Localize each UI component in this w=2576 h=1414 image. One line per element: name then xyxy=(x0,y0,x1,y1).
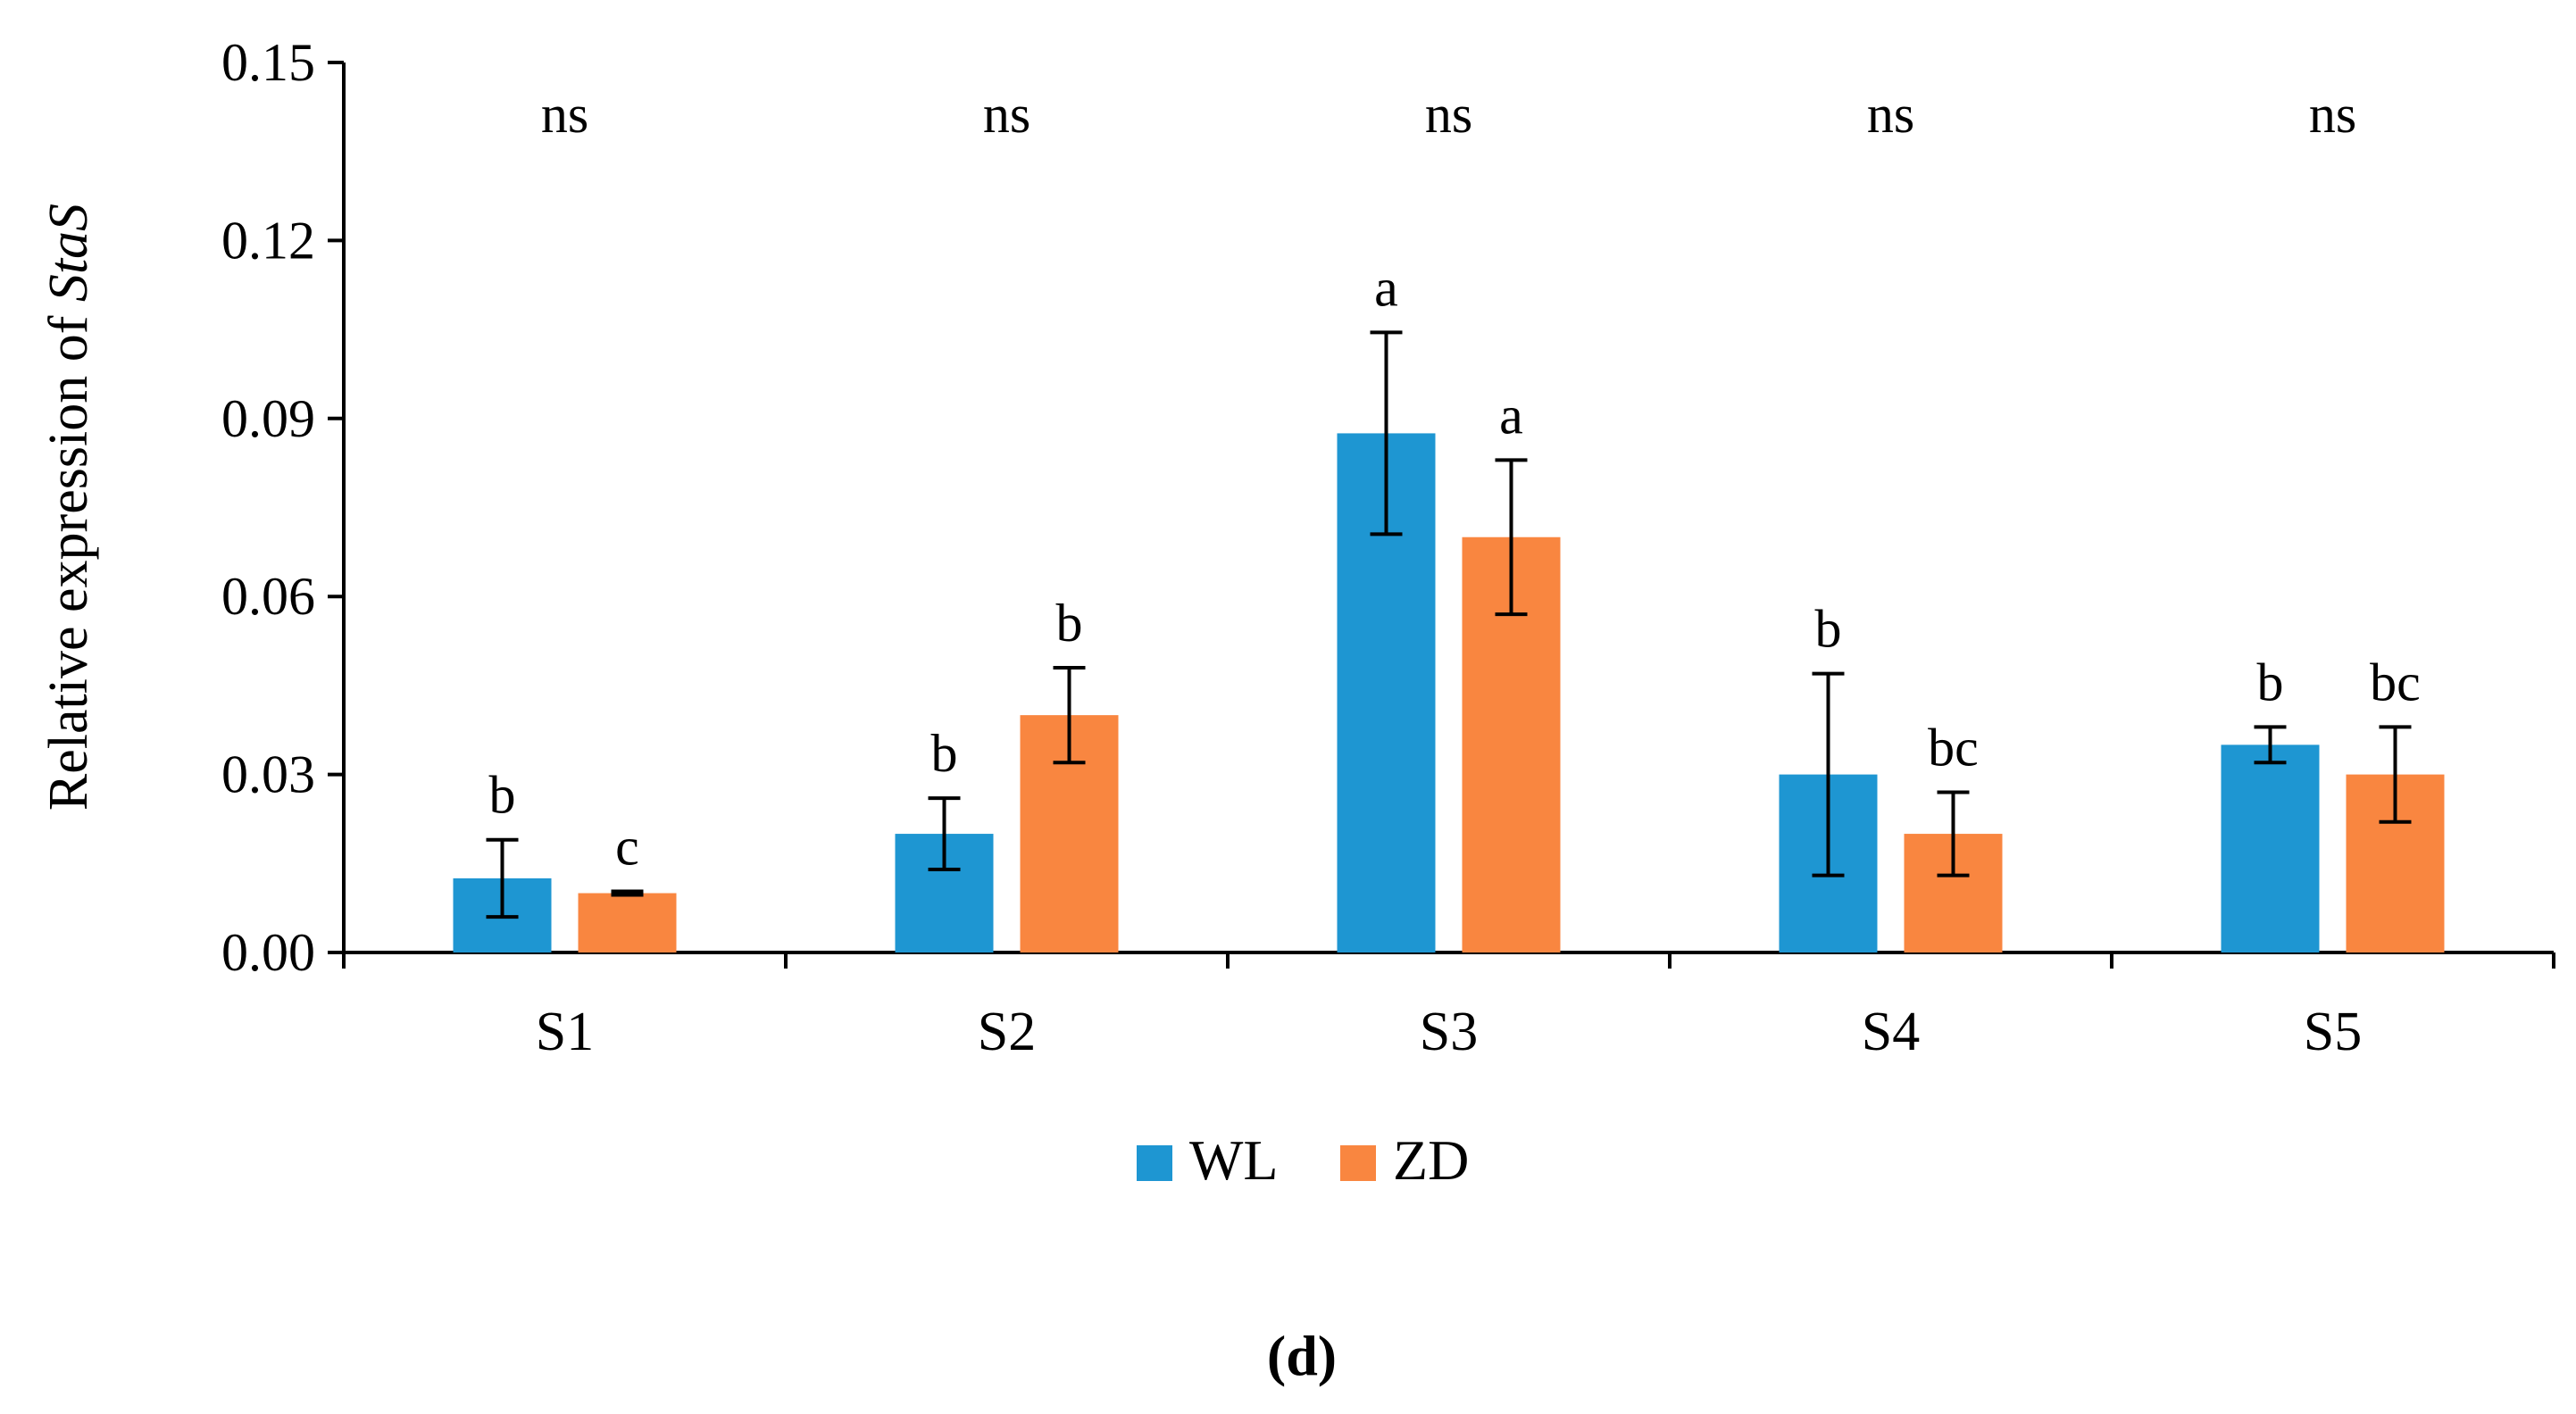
significance-letter: b xyxy=(1815,600,1842,659)
y-tick-label: 0.15 xyxy=(221,33,315,92)
legend-label-wl: WL xyxy=(1189,1128,1279,1192)
significance-letter: bc xyxy=(1928,719,1979,778)
x-tick-label: S5 xyxy=(2304,1002,2362,1062)
x-tick-label: S3 xyxy=(1420,1002,1478,1062)
bar-zd xyxy=(578,893,677,952)
legend-label-zd: ZD xyxy=(1393,1128,1469,1192)
y-axis-label: Relative expression of StaS xyxy=(38,204,99,811)
x-tick-label: S2 xyxy=(978,1002,1036,1062)
y-axis-label-prefix: Relative expression of xyxy=(38,302,99,811)
panel-label: (d) xyxy=(1267,1324,1337,1387)
bar-series-group xyxy=(453,330,2445,953)
significance-letter: b xyxy=(489,766,516,825)
significance-letter: a xyxy=(1499,386,1523,445)
panel-label-letter: d xyxy=(1286,1324,1318,1387)
y-tick-label: 0.03 xyxy=(221,745,315,804)
significance-ns-label: ns xyxy=(1425,85,1472,144)
significance-ns-label: ns xyxy=(1867,85,1914,144)
y-tick-label: 0.09 xyxy=(221,389,315,448)
legend: WL ZD xyxy=(1137,1128,1469,1192)
significance-letter: a xyxy=(1374,258,1398,317)
y-tick-label: 0.00 xyxy=(221,923,315,982)
y-axis-label-gene: StaS xyxy=(38,204,99,302)
legend-swatch-zd xyxy=(1340,1145,1376,1181)
significance-letter: c xyxy=(615,818,639,877)
axis-ticks: 0.00 0.03 0.06 0.09 0.12 0.15 xyxy=(221,33,2555,982)
y-tick-label: 0.12 xyxy=(221,211,315,270)
significance-letter: b xyxy=(931,724,958,783)
legend-swatch-wl xyxy=(1137,1145,1172,1181)
significance-ns-label: ns xyxy=(983,85,1030,144)
x-tick-label: S4 xyxy=(1862,1002,1920,1062)
bar-wl xyxy=(2221,744,2320,952)
y-tick-label: 0.06 xyxy=(221,567,315,626)
significance-letter: bc xyxy=(2370,653,2421,711)
significance-ns-label: ns xyxy=(541,85,588,144)
significance-letter: b xyxy=(1056,594,1083,653)
significance-ns-label: ns xyxy=(2309,85,2356,144)
significance-letter: b xyxy=(2257,653,2284,711)
x-tick-label: S1 xyxy=(536,1002,594,1062)
